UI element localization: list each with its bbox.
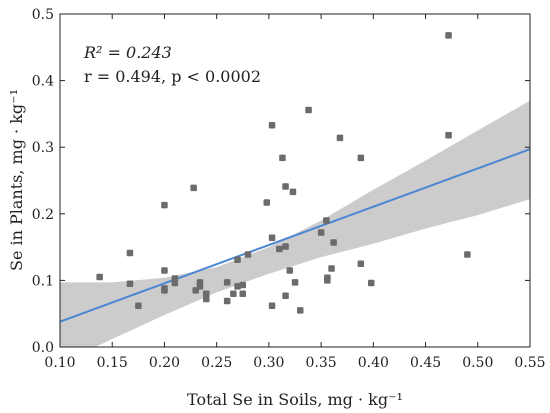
x-tick-label: 0.50 bbox=[462, 355, 493, 371]
data-point bbox=[279, 154, 286, 162]
data-point bbox=[244, 251, 252, 258]
y-tick-label: 0.1 bbox=[32, 273, 54, 289]
r-squared-annotation: R² = 0.243 bbox=[83, 43, 172, 62]
y-tick-label: 0.0 bbox=[32, 340, 54, 356]
data-point bbox=[297, 307, 304, 314]
data-point bbox=[203, 290, 210, 297]
data-point bbox=[336, 134, 344, 142]
data-point bbox=[190, 184, 197, 192]
data-point bbox=[282, 243, 289, 250]
x-tick-label: 0.35 bbox=[306, 355, 337, 371]
data-point bbox=[126, 280, 134, 287]
x-axis-label: Total Se in Soils, mg · kg⁻¹ bbox=[187, 390, 403, 409]
data-point bbox=[196, 283, 204, 290]
data-point bbox=[234, 283, 241, 290]
data-point bbox=[161, 267, 168, 274]
data-point bbox=[268, 234, 276, 241]
data-point bbox=[161, 201, 168, 209]
data-point bbox=[239, 281, 246, 289]
x-tick-label: 0.10 bbox=[44, 355, 75, 371]
plot-frame bbox=[59, 13, 531, 348]
regression-line-layer bbox=[60, 148, 530, 323]
data-point bbox=[161, 285, 168, 292]
y-tick-label: 0.2 bbox=[32, 207, 54, 223]
data-point bbox=[317, 229, 325, 236]
y-axis-label: Se in Plants, mg · kg⁻¹ bbox=[7, 89, 26, 271]
x-tick-label: 0.30 bbox=[253, 355, 284, 371]
data-point bbox=[305, 106, 312, 114]
x-tick-label: 0.40 bbox=[358, 355, 389, 371]
data-point bbox=[330, 239, 337, 246]
x-tick-label: 0.25 bbox=[201, 355, 232, 371]
regression-line bbox=[60, 148, 530, 323]
data-point bbox=[464, 251, 471, 258]
data-point bbox=[282, 183, 289, 190]
data-points-layer bbox=[96, 32, 471, 314]
data-point bbox=[276, 245, 283, 253]
data-point bbox=[268, 302, 276, 309]
data-point bbox=[357, 260, 365, 267]
data-point bbox=[282, 292, 289, 299]
x-tick-label: 0.15 bbox=[97, 355, 128, 371]
data-point bbox=[268, 122, 276, 129]
data-point bbox=[291, 279, 299, 286]
data-point bbox=[445, 132, 452, 139]
data-point bbox=[324, 277, 331, 284]
data-point bbox=[126, 249, 134, 257]
y-axis-ticks: 0.0 0.1 0.2 0.3 0.4 0.5 bbox=[32, 7, 530, 356]
confidence-band-layer bbox=[60, 100, 530, 347]
data-point bbox=[323, 217, 330, 224]
x-tick-label: 0.45 bbox=[410, 355, 441, 371]
data-point bbox=[96, 273, 103, 281]
data-point bbox=[286, 267, 293, 274]
data-point bbox=[357, 154, 365, 162]
data-point bbox=[328, 265, 335, 272]
data-point bbox=[230, 290, 237, 297]
data-point bbox=[289, 188, 297, 196]
confidence-band bbox=[60, 100, 530, 347]
data-point bbox=[234, 256, 241, 263]
x-tick-label: 0.20 bbox=[149, 355, 180, 371]
data-point bbox=[171, 279, 179, 287]
data-point bbox=[223, 279, 231, 286]
y-tick-label: 0.3 bbox=[32, 140, 54, 156]
x-axis-ticks: 0.10 0.15 0.20 0.25 0.30 0.35 0.40 0.45 0.50 0.55 bbox=[44, 14, 546, 371]
data-point bbox=[445, 32, 452, 39]
correlation-annotation: r = 0.494, p < 0.0002 bbox=[84, 67, 261, 86]
data-point bbox=[223, 297, 231, 305]
x-tick-label: 0.55 bbox=[514, 355, 545, 371]
data-point bbox=[368, 279, 375, 287]
data-point bbox=[263, 199, 270, 206]
y-tick-label: 0.4 bbox=[32, 74, 54, 90]
data-point bbox=[203, 295, 210, 303]
y-tick-label: 0.5 bbox=[32, 7, 54, 23]
data-point bbox=[239, 290, 246, 297]
data-point bbox=[135, 302, 142, 309]
